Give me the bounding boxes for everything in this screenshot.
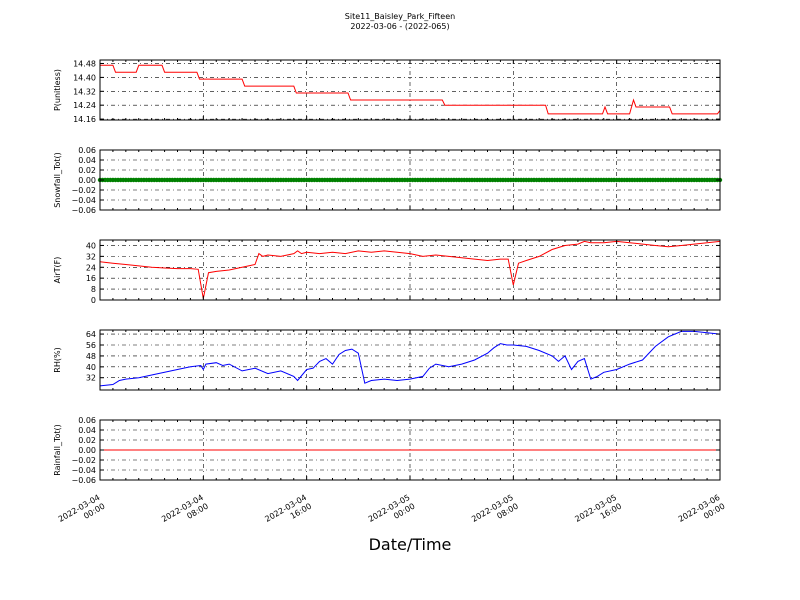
y-tick-label: 56 bbox=[86, 341, 96, 350]
subplot-5: 0.060.040.020.00−0.02−0.04−0.06 Rainfall_… bbox=[53, 416, 721, 485]
y-tick-label: 32 bbox=[86, 252, 96, 261]
y-tick-label: 0.02 bbox=[78, 436, 96, 445]
y-tick-label: 0.06 bbox=[78, 416, 96, 425]
y-tick-label: 14.48 bbox=[73, 59, 96, 68]
y-tick-label: 40 bbox=[86, 241, 96, 250]
chart-title-line2: 2022-03-06 - (2022-065) bbox=[350, 22, 449, 31]
y-tick-label: 0.02 bbox=[78, 166, 96, 175]
y-tick-label: 24 bbox=[86, 263, 96, 272]
y-axis-label: RH(%) bbox=[53, 347, 62, 372]
series-line bbox=[99, 330, 721, 387]
subplot-panels: 14.48 14.40 14.32 14.24 14.16 P(unitless) 0.06… bbox=[53, 59, 723, 485]
y-tick-label: 14.40 bbox=[73, 73, 96, 82]
y-tick-label: 0 bbox=[91, 296, 96, 305]
subplot-3: 40 32 24 16 8 0 AirT(F) bbox=[53, 239, 721, 305]
y-tick-label: 32 bbox=[86, 374, 96, 383]
y-tick-label: 48 bbox=[86, 352, 96, 361]
y-axis-label: Rainfall_Tot() bbox=[53, 424, 62, 476]
y-tick-label: 14.32 bbox=[73, 87, 96, 96]
y-tick-label: 40 bbox=[86, 363, 96, 372]
subplot-1: 14.48 14.40 14.32 14.24 14.16 P(unitless) bbox=[53, 59, 721, 124]
y-tick-label: 0.06 bbox=[78, 146, 96, 155]
y-tick-label: 0.00 bbox=[78, 446, 96, 455]
y-tick-label: 0.04 bbox=[78, 426, 96, 435]
subplot-2: 0.060.040.020.00−0.02−0.04−0.06 Snowfall_… bbox=[53, 146, 723, 215]
y-axis-label: Snowfall_Tot() bbox=[53, 152, 62, 208]
x-axis-label: Date/Time bbox=[369, 535, 452, 554]
y-tick-label: 0.00 bbox=[78, 176, 96, 185]
series-line bbox=[99, 240, 721, 299]
y-tick-label: −0.06 bbox=[71, 476, 96, 485]
y-tick-label: 14.24 bbox=[73, 101, 96, 110]
y-axis-label: AirT(F) bbox=[53, 257, 62, 284]
y-tick-label: 0.04 bbox=[78, 156, 96, 165]
y-tick-label: −0.06 bbox=[71, 206, 96, 215]
y-tick-label: −0.04 bbox=[71, 466, 96, 475]
y-axis-label: P(unitless) bbox=[53, 69, 62, 111]
subplot-4: 64 56 48 40 32 RH(%) bbox=[53, 329, 721, 391]
y-tick-label: −0.02 bbox=[71, 456, 96, 465]
y-tick-label: 64 bbox=[86, 330, 96, 339]
y-tick-label: 16 bbox=[86, 274, 96, 283]
series-line bbox=[100, 64, 721, 115]
chart-title-line1: Site11_Baisley_Park_Fifteen bbox=[345, 12, 455, 21]
y-tick-label: 14.16 bbox=[73, 115, 96, 124]
y-tick-label: −0.02 bbox=[71, 186, 96, 195]
y-tick-label: −0.04 bbox=[71, 196, 96, 205]
y-tick-label: 8 bbox=[91, 285, 96, 294]
